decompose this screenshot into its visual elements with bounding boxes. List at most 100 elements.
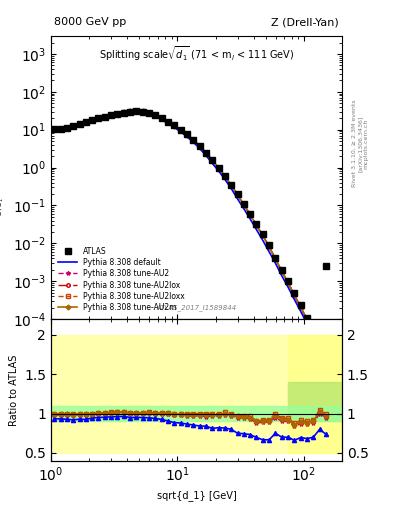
Pythia 8.308 tune-AU2loxx (90, 117, 94, 123)
Pythia 8.308 tune-AU2loxx (197, 142, 202, 148)
Pythia 8.308 tune-AU2lox (140, 109, 145, 115)
Pythia 8.308 tune-AU2lox (241, 202, 246, 208)
ATLAS (58, 126, 63, 132)
Pythia 8.308 tune-AU2m (261, 232, 265, 239)
Pythia 8.308 tune-AU2 (323, 356, 328, 362)
Pythia 8.308 tune-AU2 (178, 127, 183, 133)
Pythia 8.308 tune-AU2m (216, 165, 221, 171)
Pythia 8.308 default (305, 321, 309, 327)
Line: Pythia 8.308 tune-AU2lox: Pythia 8.308 tune-AU2lox (53, 109, 328, 360)
ATLAS (248, 211, 253, 217)
Pythia 8.308 tune-AU2m (248, 211, 253, 218)
ATLAS (216, 164, 221, 170)
Pythia 8.308 tune-AU2 (191, 137, 196, 143)
Y-axis label: $\frac{d\sigma}{d\sqrt{d_1}}$ [pb,GeV$^{-1}$]: $\frac{d\sigma}{d\sqrt{d_1}}$ [pb,GeV$^{… (0, 139, 7, 217)
Line: Pythia 8.308 tune-AU2: Pythia 8.308 tune-AU2 (52, 109, 328, 361)
Pythia 8.308 tune-AU2 (77, 121, 82, 127)
Pythia 8.308 tune-AU2loxx (172, 122, 177, 129)
Pythia 8.308 tune-AU2m (115, 111, 120, 117)
Pythia 8.308 tune-AU2loxx (96, 115, 101, 121)
Pythia 8.308 tune-AU2lox (165, 119, 170, 125)
Pythia 8.308 tune-AU2loxx (317, 342, 322, 348)
Pythia 8.308 tune-AU2loxx (83, 119, 88, 125)
ATLAS (254, 221, 259, 227)
Pythia 8.308 tune-AU2m (178, 127, 183, 133)
Pythia 8.308 tune-AU2m (323, 355, 328, 361)
Pythia 8.308 tune-AU2lox (305, 316, 309, 323)
ATLAS (222, 173, 227, 179)
Pythia 8.308 tune-AU2m (77, 121, 82, 127)
Line: Pythia 8.308 tune-AU2loxx: Pythia 8.308 tune-AU2loxx (53, 109, 328, 360)
Pythia 8.308 tune-AU2loxx (305, 316, 309, 323)
Pythia 8.308 default (216, 168, 221, 174)
ATLAS (109, 112, 114, 118)
Text: Splitting scale$\sqrt{d_1}$ (71 < m$_l$ < 111 GeV): Splitting scale$\sqrt{d_1}$ (71 < m$_l$ … (99, 45, 294, 63)
Pythia 8.308 tune-AU2loxx (121, 110, 126, 116)
Pythia 8.308 default (191, 139, 196, 145)
Pythia 8.308 tune-AU2loxx (298, 304, 303, 310)
ATLAS (298, 303, 303, 309)
Pythia 8.308 tune-AU2lox (71, 123, 75, 130)
Text: Rivet 3.1.10, ≥ 2.3M events: Rivet 3.1.10, ≥ 2.3M events (352, 99, 357, 187)
Pythia 8.308 default (204, 152, 208, 158)
Pythia 8.308 tune-AU2lox (172, 122, 177, 129)
Pythia 8.308 tune-AU2lox (204, 150, 208, 156)
Pythia 8.308 tune-AU2 (185, 132, 189, 138)
Pythia 8.308 tune-AU2loxx (140, 109, 145, 115)
Pythia 8.308 tune-AU2lox (197, 143, 202, 149)
Pythia 8.308 tune-AU2lox (64, 125, 69, 132)
ATLAS (115, 111, 120, 117)
Pythia 8.308 tune-AU2lox (311, 329, 316, 335)
Pythia 8.308 default (109, 113, 114, 119)
Bar (51, 406, 342, 421)
Pythia 8.308 tune-AU2loxx (58, 126, 63, 132)
Pythia 8.308 tune-AU2loxx (77, 121, 82, 127)
Pythia 8.308 tune-AU2loxx (286, 279, 290, 285)
Pythia 8.308 tune-AU2loxx (248, 211, 253, 218)
Pythia 8.308 tune-AU2lox (248, 211, 253, 218)
Pythia 8.308 tune-AU2lox (286, 280, 290, 286)
Pythia 8.308 tune-AU2m (222, 173, 227, 179)
Pythia 8.308 tune-AU2 (235, 192, 240, 198)
Pythia 8.308 tune-AU2 (204, 150, 208, 156)
X-axis label: sqrt{d_1} [GeV]: sqrt{d_1} [GeV] (157, 490, 236, 501)
Pythia 8.308 default (121, 110, 126, 116)
ATLAS (83, 119, 88, 125)
ATLAS (153, 112, 158, 118)
ATLAS (52, 126, 57, 132)
ATLAS (96, 115, 101, 121)
Pythia 8.308 tune-AU2loxx (103, 114, 107, 120)
ATLAS (178, 126, 183, 133)
ATLAS (77, 121, 82, 127)
ATLAS (172, 122, 177, 129)
Pythia 8.308 tune-AU2m (159, 115, 164, 121)
Pythia 8.308 tune-AU2lox (317, 342, 322, 348)
Pythia 8.308 tune-AU2loxx (128, 109, 132, 115)
Pythia 8.308 default (323, 360, 328, 366)
Pythia 8.308 tune-AU2lox (273, 256, 278, 262)
Pythia 8.308 tune-AU2 (71, 123, 75, 130)
ATLAS (191, 137, 196, 143)
Pythia 8.308 tune-AU2loxx (267, 243, 272, 249)
Text: [arXiv:1306.3436]: [arXiv:1306.3436] (358, 115, 363, 172)
Pythia 8.308 tune-AU2lox (159, 115, 164, 121)
Pythia 8.308 tune-AU2 (58, 126, 63, 132)
Pythia 8.308 tune-AU2 (96, 115, 101, 121)
Pythia 8.308 tune-AU2loxx (185, 132, 189, 138)
Pythia 8.308 tune-AU2loxx (191, 137, 196, 143)
Pythia 8.308 default (178, 129, 183, 135)
Pythia 8.308 tune-AU2loxx (292, 292, 297, 298)
Pythia 8.308 tune-AU2 (254, 223, 259, 229)
Text: mcplots.cern.ch: mcplots.cern.ch (364, 118, 369, 168)
Pythia 8.308 tune-AU2lox (298, 304, 303, 310)
Pythia 8.308 tune-AU2m (298, 304, 303, 310)
Pythia 8.308 default (261, 237, 265, 243)
ATLAS (235, 191, 240, 197)
Pythia 8.308 tune-AU2 (64, 125, 69, 132)
Text: 8000 GeV pp: 8000 GeV pp (54, 17, 126, 27)
Pythia 8.308 tune-AU2m (71, 123, 75, 130)
Pythia 8.308 tune-AU2lox (90, 117, 94, 123)
ATLAS (261, 230, 265, 237)
Pythia 8.308 default (90, 118, 94, 124)
Pythia 8.308 tune-AU2m (83, 119, 88, 125)
